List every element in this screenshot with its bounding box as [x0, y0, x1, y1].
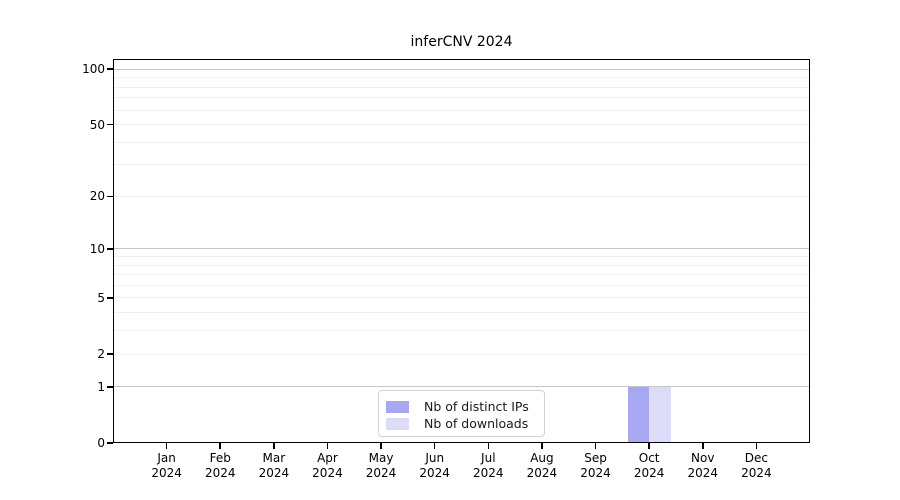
y-tick-mark: [107, 248, 113, 250]
y-tick-label: 10: [89, 241, 105, 256]
x-tick-month: Jun: [425, 451, 445, 465]
x-tick-label: Mar 2024: [234, 451, 314, 481]
x-tick-mark: [648, 443, 650, 449]
y-tick-mark: [107, 353, 113, 355]
y-tick-label: 5: [97, 290, 105, 305]
x-tick-month: May: [368, 451, 394, 465]
gridline-major: [113, 386, 810, 388]
legend-label-distinct-ips: Nb of distinct IPs: [424, 399, 529, 414]
x-tick-month: Mar: [262, 451, 286, 465]
x-tick-label: Jun 2024: [395, 451, 475, 481]
x-tick-month: Aug: [530, 451, 554, 465]
gridline-minor: [113, 274, 810, 276]
gridline-minor: [113, 195, 810, 197]
x-tick-label: Sep 2024: [556, 451, 636, 481]
x-tick-mark: [433, 443, 436, 449]
x-tick-label: Apr 2024: [287, 451, 367, 481]
y-tick-label: 50: [89, 117, 105, 132]
x-tick-month: Dec: [744, 451, 768, 465]
bar-downloads-oct: [649, 386, 671, 443]
x-tick-year: 2024: [419, 466, 450, 480]
legend-swatch-downloads: [386, 417, 409, 430]
x-tick-month: Apr: [317, 451, 338, 465]
x-tick-mark: [702, 443, 704, 449]
x-tick-label: Jul 2024: [448, 451, 528, 481]
legend: Nb of distinct IPs Nb of downloads: [378, 390, 545, 437]
x-tick-year: 2024: [580, 466, 611, 480]
x-tick-mark: [487, 443, 490, 449]
legend-item-distinct-ips: Nb of distinct IPs: [379, 399, 544, 414]
x-tick-label: Nov 2024: [663, 451, 743, 481]
gridline-minor: [113, 77, 810, 79]
x-tick-year: 2024: [741, 466, 772, 480]
gridline-minor: [113, 297, 810, 299]
x-tick-year: 2024: [473, 466, 504, 480]
gridline-minor: [113, 264, 810, 266]
x-tick-year: 2024: [151, 466, 182, 480]
x-tick-mark: [219, 443, 221, 449]
legend-label-downloads: Nb of downloads: [424, 416, 529, 431]
x-tick-year: 2024: [204, 466, 236, 480]
gridline-minor: [113, 330, 810, 332]
x-tick-month: Jan: [157, 451, 176, 465]
gridline-minor: [113, 97, 810, 99]
x-tick-mark: [755, 443, 758, 449]
x-tick-month: Nov: [691, 451, 715, 465]
y-tick-label: 100: [82, 62, 105, 77]
x-tick-mark: [594, 443, 597, 449]
gridline-minor: [113, 256, 810, 257]
gridline-minor: [113, 353, 810, 355]
gridline-minor: [113, 86, 810, 88]
x-tick-year: 2024: [258, 466, 290, 480]
gridline-minor: [113, 284, 810, 286]
x-tick-label: Feb 2024: [180, 451, 260, 481]
x-tick-mark: [541, 443, 543, 449]
x-tick-label: Aug 2024: [502, 451, 582, 481]
x-tick-mark: [273, 443, 275, 449]
x-tick-year: 2024: [312, 466, 343, 480]
x-tick-month: Jul: [481, 451, 496, 465]
y-tick-mark: [107, 123, 113, 126]
y-tick-mark: [107, 195, 113, 198]
y-tick-label: 1: [97, 379, 105, 394]
y-tick-mark: [107, 68, 113, 70]
x-tick-year: 2024: [365, 466, 397, 480]
gridline-minor: [113, 312, 810, 314]
x-tick-year: 2024: [687, 466, 719, 480]
x-tick-month: Feb: [209, 451, 231, 465]
y-tick-label: 20: [89, 189, 105, 204]
gridline-minor: [113, 164, 810, 166]
chart-title: inferCNV 2024: [410, 34, 513, 50]
gridline-minor: [113, 124, 810, 126]
y-tick-mark: [107, 297, 113, 299]
gridline-major: [113, 68, 810, 70]
x-tick-year: 2024: [526, 466, 558, 480]
y-tick-mark: [107, 386, 113, 388]
bar-distinct-ips-oct: [627, 386, 650, 443]
legend-item-downloads: Nb of downloads: [379, 416, 544, 431]
x-tick-label: Jan 2024: [127, 451, 207, 481]
x-tick-label: May 2024: [341, 451, 421, 481]
legend-swatch-distinct-ips: [386, 400, 409, 413]
x-tick-month: Oct: [638, 451, 660, 465]
x-tick-label: Dec 2024: [716, 451, 796, 481]
x-tick-label: Oct 2024: [609, 451, 689, 481]
x-tick-month: Sep: [584, 451, 607, 465]
y-tick-mark: [107, 442, 113, 444]
gridline-major: [113, 248, 810, 250]
y-tick-label: 2: [97, 347, 105, 362]
x-tick-mark: [380, 443, 382, 449]
x-tick-mark: [165, 443, 168, 449]
x-tick-year: 2024: [633, 466, 665, 480]
gridline-minor: [113, 141, 810, 143]
gridline-minor: [113, 109, 810, 111]
y-tick-label: 0: [97, 436, 105, 450]
x-tick-mark: [326, 443, 329, 449]
